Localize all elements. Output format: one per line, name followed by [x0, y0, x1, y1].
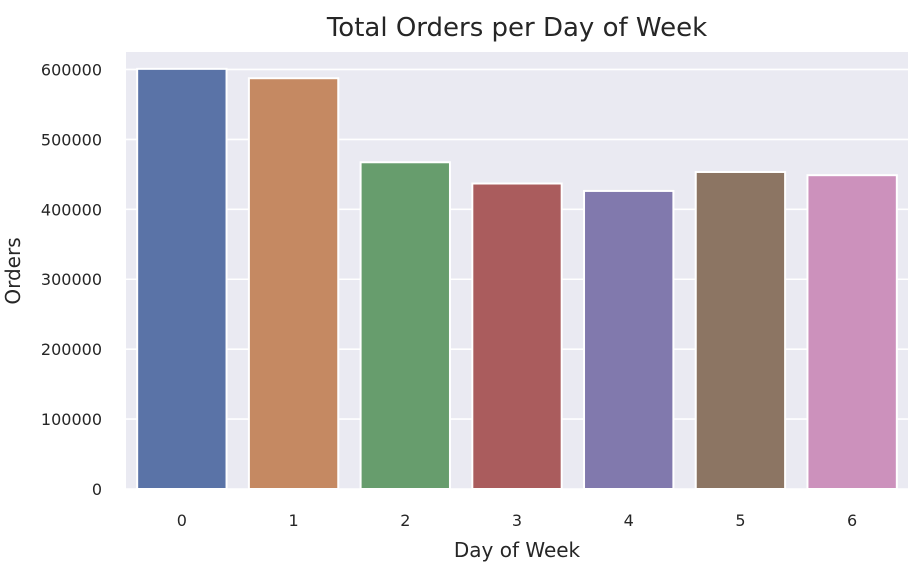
y-tick-label: 200000: [41, 340, 102, 359]
x-axis-label: Day of Week: [454, 538, 581, 562]
x-tick-label: 0: [177, 511, 187, 530]
x-tick-label: 6: [847, 511, 857, 530]
bar-day-4: [583, 189, 675, 491]
y-tick-label: 500000: [41, 130, 102, 149]
x-tick-label: 3: [512, 511, 522, 530]
bar-day-2: [359, 161, 451, 490]
bar-day-3: [471, 182, 563, 490]
x-axis-ticks: 0 1 2 3 4 5 6: [177, 511, 857, 530]
bar-day-6: [806, 174, 898, 490]
x-tick-label: 5: [735, 511, 745, 530]
y-tick-label: 600000: [41, 60, 102, 79]
x-tick-label: 1: [288, 511, 298, 530]
x-tick-label: 2: [400, 511, 410, 530]
y-tick-label: 100000: [41, 410, 102, 429]
y-tick-label: 400000: [41, 200, 102, 219]
y-tick-label: 0: [92, 480, 102, 499]
y-tick-label: 300000: [41, 270, 102, 289]
bar-day-0: [136, 67, 228, 491]
y-axis-label: Orders: [1, 237, 25, 304]
bars: [136, 67, 898, 491]
bar-day-5: [694, 170, 787, 490]
x-tick-label: 4: [624, 511, 634, 530]
chart-title: Total Orders per Day of Week: [326, 13, 707, 43]
y-axis-ticks: 0 100000 200000 300000 400000 500000 600000: [41, 60, 102, 499]
bar-day-1: [247, 77, 340, 490]
